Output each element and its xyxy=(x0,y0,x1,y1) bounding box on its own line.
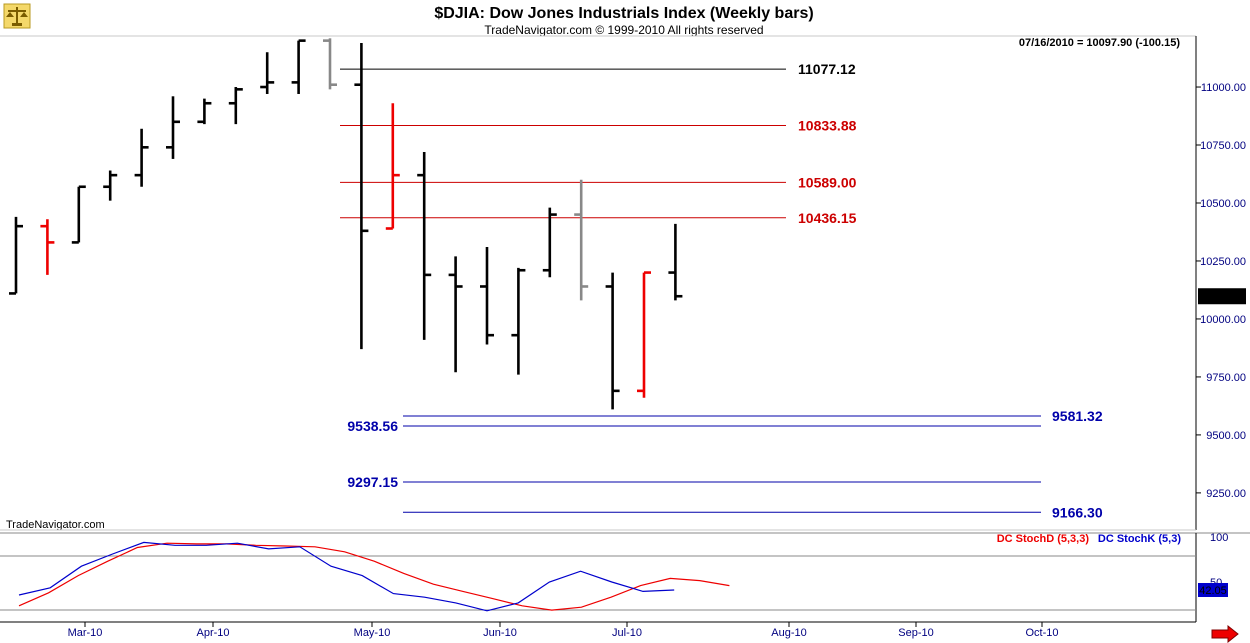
ohlc-bar xyxy=(103,170,118,201)
date-tick-label: Oct-10 xyxy=(1025,627,1058,639)
level-label: 9581.32 xyxy=(1052,408,1103,424)
logo-icon[interactable] xyxy=(3,3,31,29)
level-label: 10436.15 xyxy=(798,210,857,226)
ohlc-bar xyxy=(542,207,557,278)
level-label: 9297.15 xyxy=(347,474,398,490)
ohlc-bar xyxy=(71,185,86,244)
price-tick-label: 9750.00 xyxy=(1206,372,1246,384)
ohlc-bar xyxy=(323,38,337,90)
date-tick-label: Mar-10 xyxy=(68,627,103,639)
price-tick-label: 10750.00 xyxy=(1200,140,1246,152)
date-tick-label: Aug-10 xyxy=(771,627,806,639)
stoch-tick-100: 100 xyxy=(1210,532,1228,544)
ohlc-bar xyxy=(197,98,212,125)
watermark-text: TradeNavigator.com xyxy=(6,519,105,531)
chart-subtitle: TradeNavigator.com © 1999-2010 All right… xyxy=(484,23,763,37)
stoch-d-line xyxy=(18,542,730,611)
stoch-last-value-box xyxy=(1198,583,1228,597)
price-tick-label: 10000.00 xyxy=(1200,314,1246,326)
level-label: 9538.56 xyxy=(347,418,398,434)
ohlc-bar xyxy=(385,103,400,230)
date-axis: Mar-10 Apr-10 May-10 Jun-10 Jul-10 Aug-10 Sep-… xyxy=(0,621,1196,639)
ohlc-bar xyxy=(448,256,463,373)
ohlc-bar xyxy=(134,128,149,187)
date-tick-label: Apr-10 xyxy=(196,627,229,639)
ohlc-bar xyxy=(40,219,55,275)
price-tick-label: 10500.00 xyxy=(1200,198,1246,210)
level-label: 10589.00 xyxy=(798,174,857,190)
price-tick-label: 10250.00 xyxy=(1200,256,1246,268)
ohlc-bar xyxy=(637,271,651,398)
date-tick-label: Sep-10 xyxy=(898,627,933,639)
legend-stoch-d: DC StochD (5,3,3) xyxy=(997,533,1090,545)
ohlc-bar xyxy=(9,216,23,295)
price-tick-label: 9250.00 xyxy=(1206,488,1246,500)
ohlc-bar xyxy=(480,247,494,345)
date-tick-label: Jun-10 xyxy=(483,627,517,639)
last-price-marker: 10097.90 xyxy=(1198,288,1246,305)
level-label: 9166.30 xyxy=(1052,504,1103,520)
ohlc-bar xyxy=(668,223,683,301)
price-tick-label: 11000.00 xyxy=(1201,82,1246,94)
last-price-label: 10097.90 xyxy=(1199,291,1245,303)
chart-title: $DJIA: Dow Jones Industrials Index (Week… xyxy=(434,5,813,22)
red-right-arrow-icon[interactable] xyxy=(1211,624,1239,643)
level-label: 10833.88 xyxy=(798,118,857,134)
ohlc-bar xyxy=(417,151,432,340)
level-label: 11077.12 xyxy=(798,61,856,77)
ohlc-bar xyxy=(228,87,243,125)
price-panel: 9250.00 9500.00 9750.00 10000.00 10250.00 105… xyxy=(0,35,1246,531)
date-tick-label: Jul-10 xyxy=(612,627,642,639)
stochastic-panel: DC StochD (5,3,3) DC StochK (5,3) 100 50… xyxy=(0,532,1250,622)
ohlc-bar xyxy=(354,42,369,350)
ohlc-bar xyxy=(511,267,526,375)
date-tick-label: May-10 xyxy=(354,627,391,639)
ohlc-bar xyxy=(291,39,306,94)
ohlc-bar xyxy=(260,52,275,94)
legend-stoch-k: DC StochK (5,3) xyxy=(1098,533,1181,545)
ohlc-bar xyxy=(605,272,620,410)
last-value-readout: 07/16/2010 = 10097.90 (-100.15) xyxy=(1019,37,1180,49)
price-tick-label: 9500.00 xyxy=(1206,430,1246,442)
ohlc-bar xyxy=(574,179,589,301)
stoch-last-value: 42.05 xyxy=(1199,585,1227,597)
stoch-k-line xyxy=(18,541,675,612)
ohlc-bar xyxy=(166,96,180,159)
